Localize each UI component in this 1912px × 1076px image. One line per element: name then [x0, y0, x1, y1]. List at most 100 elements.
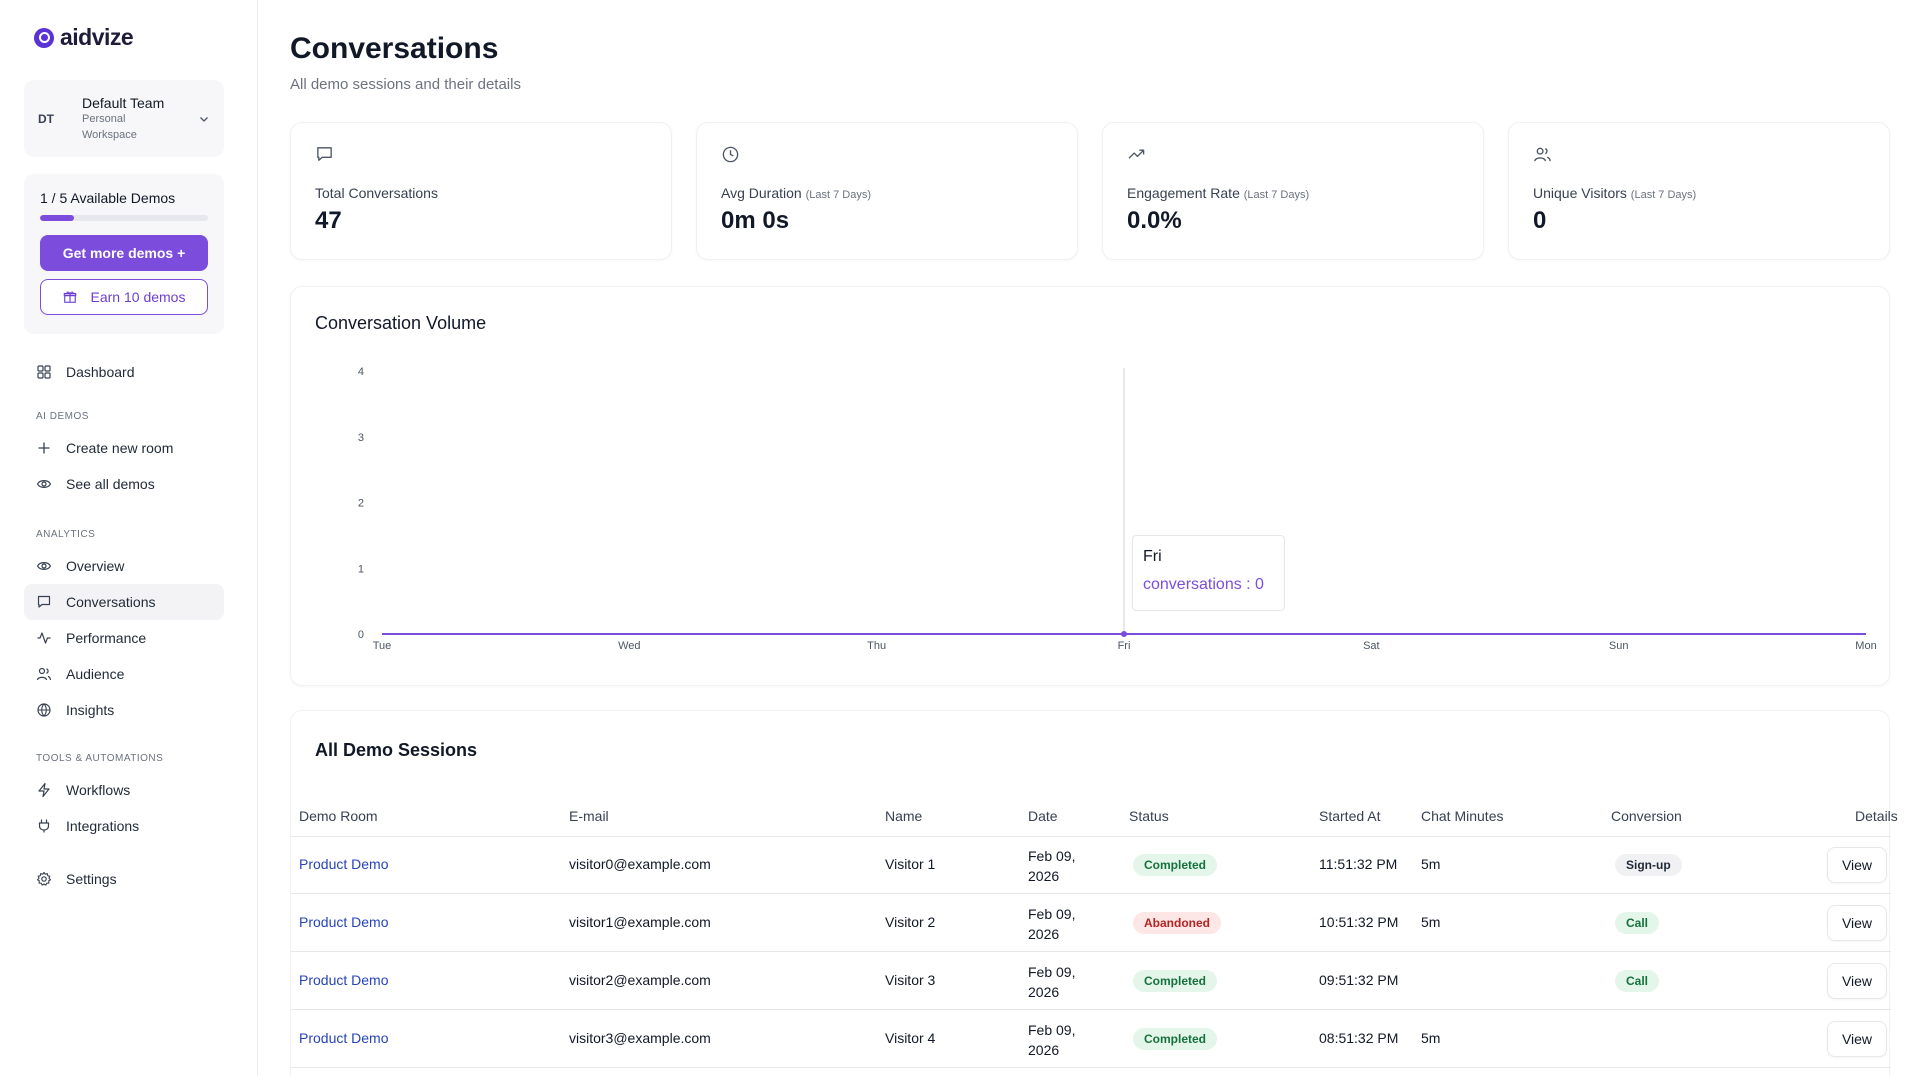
stat-qualifier: (Last 7 Days): [805, 189, 871, 201]
logo-icon: [34, 27, 54, 48]
column-header: Status: [1129, 808, 1169, 824]
cell-started-at: 10:51:32 PM: [1319, 914, 1399, 930]
sidebar-item-conversations[interactable]: Conversations: [24, 584, 224, 620]
clock-icon: [722, 146, 739, 163]
y-tick-label: 0: [358, 629, 364, 641]
stat-label: Total Conversations: [315, 185, 438, 201]
demo-room-link[interactable]: Product Demo: [299, 914, 389, 930]
gift-icon: [63, 291, 76, 303]
x-tick-label: Thu: [867, 640, 886, 652]
sidebar-item-dashboard[interactable]: Dashboard: [24, 354, 224, 390]
sidebar-nav-tools: TOOLS & AUTOMATIONS Workflows Integratio…: [24, 748, 224, 844]
chevron-down-icon: [200, 116, 208, 122]
sidebar-item-label: Overview: [66, 558, 125, 574]
sidebar-item-label: Create new room: [66, 440, 174, 456]
trending-up-icon: [1128, 149, 1145, 159]
table-row: Product Demo visitor1@example.com Visitor …: [291, 895, 1891, 952]
status-badge: Completed: [1133, 854, 1218, 876]
stat-label: Engagement Rate: [1127, 185, 1240, 201]
stat-card-total-conversations: Total Conversations 47: [290, 122, 672, 260]
table-row: Product Demo visitor3@example.com Visitor …: [291, 1011, 1891, 1068]
cell-started-at: 11:51:32 PM: [1319, 856, 1398, 872]
plug-icon: [38, 819, 50, 833]
sidebar-item-label: Performance: [66, 630, 147, 646]
stat-qualifier: (Last 7 Days): [1243, 189, 1310, 201]
column-header: Details: [1855, 808, 1898, 824]
brand-logo[interactable]: aidvize: [34, 24, 134, 51]
sidebar-nav-analytics: ANALYTICS Overview Conversations Perform…: [24, 524, 224, 728]
stat-label: Avg Duration: [721, 185, 802, 201]
series-point-active: [1121, 631, 1127, 637]
y-tick-label: 3: [358, 432, 364, 444]
sidebar-item-workflows[interactable]: Workflows: [24, 772, 224, 808]
status-badge: Completed: [1133, 970, 1218, 992]
stat-value: 0: [1533, 207, 1547, 234]
available-demos-label: 1 / 5 Available Demos: [40, 190, 176, 206]
x-tick-label: Fri: [1118, 640, 1131, 652]
x-tick-label: Tue: [373, 640, 392, 652]
table-header: Demo Room E-mail Name Date Status Starte…: [291, 797, 1898, 837]
sidebar: aidvize DT Default Team Personal Workspa…: [0, 0, 258, 1076]
get-more-demos-button[interactable]: Get more demos +: [40, 235, 208, 271]
zap-icon: [38, 782, 50, 798]
stat-qualifier: (Last 7 Days): [1630, 189, 1697, 201]
sidebar-item-label: Conversations: [66, 594, 156, 610]
stat-value: 0m 0s: [721, 207, 790, 234]
demos-progress-fill: [40, 215, 74, 221]
column-header: Name: [885, 808, 923, 824]
demo-room-link[interactable]: Product Demo: [299, 856, 389, 872]
sidebar-item-label: See all demos: [66, 476, 155, 492]
chart-canvas[interactable]: 0 1 2 3 4 Tue Wed Thu Fri Sat Sun Mon: [291, 287, 1891, 687]
demos-progress-bar: [40, 215, 208, 221]
activity-icon: [37, 632, 51, 644]
sidebar-item-overview[interactable]: Overview: [24, 548, 224, 584]
x-tick-label: Wed: [618, 640, 640, 652]
table-row: Product Demovisitor4@example.comVisitor …: [291, 1069, 1891, 1076]
chart-tooltip: Fri conversations : 0: [1132, 535, 1285, 611]
sidebar-item-label: Dashboard: [66, 364, 135, 380]
sidebar-item-integrations[interactable]: Integrations: [24, 808, 224, 844]
demo-room-link[interactable]: Product Demo: [299, 1030, 389, 1046]
sidebar-item-see-all-demos[interactable]: See all demos: [24, 466, 224, 502]
sidebar-nav-settings: Settings: [24, 861, 224, 897]
page-subtitle: All demo sessions and their details: [290, 76, 521, 93]
sidebar-item-label: Settings: [66, 871, 117, 887]
team-switcher[interactable]: DT Default Team Personal Workspace: [24, 80, 224, 157]
cell-started-at: 09:51:32 PM: [1319, 972, 1399, 988]
column-header: Conversion: [1611, 808, 1682, 824]
sidebar-item-create-room[interactable]: Create new room: [24, 430, 224, 466]
cell-email: visitor3@example.com: [569, 1030, 711, 1046]
cell-date: Feb 09, 2026: [1028, 906, 1076, 942]
sidebar-item-audience[interactable]: Audience: [24, 656, 224, 692]
demo-room-link[interactable]: Product Demo: [299, 972, 389, 988]
view-details-button[interactable]: View: [1827, 905, 1887, 941]
cell-name: Visitor 2: [885, 914, 936, 930]
eye-icon: [36, 562, 52, 570]
cell-chat-minutes: 5m: [1421, 1030, 1441, 1046]
sidebar-item-settings[interactable]: Settings: [24, 861, 224, 897]
sidebar-nav: Dashboard: [24, 354, 224, 390]
cell-name: Visitor 4: [885, 1030, 936, 1046]
view-details-button[interactable]: View: [1827, 1021, 1887, 1057]
message-square-icon: [317, 147, 332, 161]
conversion-badge: Call: [1615, 970, 1660, 992]
earn-demos-button[interactable]: Earn 10 demos: [40, 279, 208, 315]
conversation-volume-chart: Conversation Volume 0 1 2 3 4 Tue Wed Thu Fri Sat…: [290, 286, 1890, 686]
y-tick-label: 4: [358, 366, 364, 378]
cell-chat-minutes: 5m: [1421, 856, 1441, 872]
stat-card-unique-visitors: Unique Visitors (Last 7 Days) 0: [1508, 122, 1890, 260]
cell-date: Feb 09, 2026: [1028, 848, 1076, 884]
table-row: Product Demo visitor0@example.com Visitor …: [291, 837, 1891, 894]
conversion-badge: Call: [1615, 912, 1660, 934]
cell-email: visitor0@example.com: [569, 856, 711, 872]
stat-card-engagement-rate: Engagement Rate (Last 7 Days) 0.0%: [1102, 122, 1484, 260]
cell-started-at: 08:51:32 PM: [1319, 1030, 1399, 1046]
stat-card-avg-duration: Avg Duration (Last 7 Days) 0m 0s: [696, 122, 1078, 260]
view-details-button[interactable]: View: [1827, 847, 1887, 883]
tooltip-value: conversations : 0: [1143, 576, 1264, 593]
sidebar-item-insights[interactable]: Insights: [24, 692, 224, 728]
sidebar-item-performance[interactable]: Performance: [24, 620, 224, 656]
view-details-button[interactable]: View: [1827, 963, 1887, 999]
conversion-badge: Sign-up: [1615, 854, 1682, 876]
globe-icon: [37, 703, 51, 717]
